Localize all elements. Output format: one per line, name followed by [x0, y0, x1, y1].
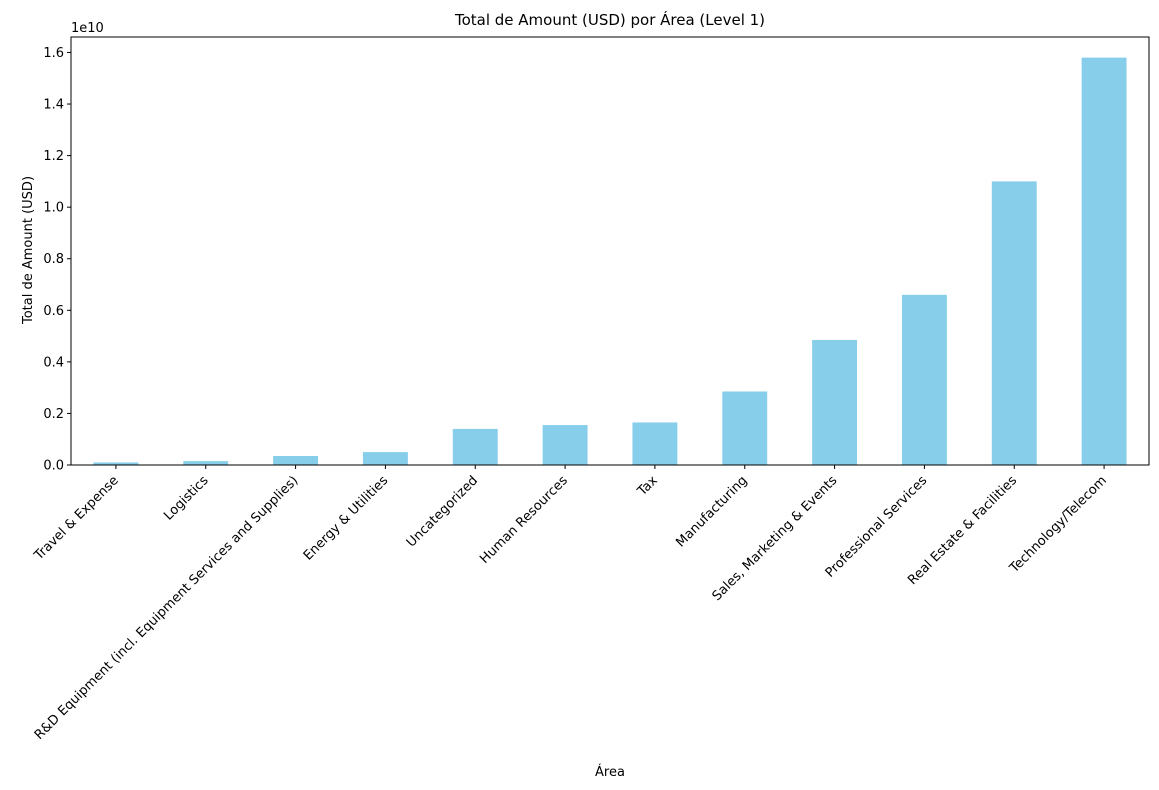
bar: [901, 294, 947, 465]
x-tick-label: Energy & Utilities: [301, 473, 392, 564]
bar: [452, 428, 498, 465]
x-tick-label: Logistics: [161, 473, 212, 524]
bar: [722, 391, 768, 465]
bar: [812, 339, 858, 465]
x-tick-label: Travel & Expense: [31, 473, 122, 564]
x-tick-label: Tax: [634, 473, 661, 500]
bars-group: [93, 57, 1127, 466]
y-tick-label: 1.2: [43, 149, 64, 164]
y-tick-label: 1.0: [43, 201, 64, 216]
y-tick-label: 1.4: [43, 98, 64, 113]
bar: [542, 425, 588, 465]
y-tick-label: 0.8: [43, 252, 64, 267]
x-tick-label: Uncategorized: [404, 473, 481, 550]
y-tick-label: 0.6: [43, 304, 64, 319]
bar: [991, 181, 1037, 465]
y-axis-label: Total de Amount (USD): [21, 176, 36, 325]
bar: [93, 462, 139, 465]
x-tick-label: Manufacturing: [673, 473, 750, 550]
bar: [632, 422, 678, 465]
chart-title: Total de Amount (USD) por Área (Level 1): [454, 10, 765, 29]
y-tick-label: 0.4: [43, 355, 64, 370]
x-tick-label: Human Resources: [477, 473, 571, 567]
bar: [1081, 57, 1127, 466]
y-tick-label: 0.2: [43, 407, 64, 422]
plot-frame: [70, 36, 1150, 466]
x-axis-label: Área: [595, 764, 625, 780]
bar: [362, 452, 408, 465]
y-tick-label: 1.6: [43, 46, 64, 61]
y-tick-label: 0.0: [43, 459, 64, 474]
x-tick-label: Technology/Telecom: [1006, 473, 1109, 576]
y-axis-ticks: 0.0 0.2 0.4 0.6 0.8 1.0 1.2 1.4 1.6: [43, 46, 71, 474]
bar: [273, 455, 319, 465]
y-axis-offset-label: 1e10: [71, 21, 104, 36]
bar: [183, 461, 229, 465]
x-tick-label: Professional Services: [823, 473, 931, 581]
